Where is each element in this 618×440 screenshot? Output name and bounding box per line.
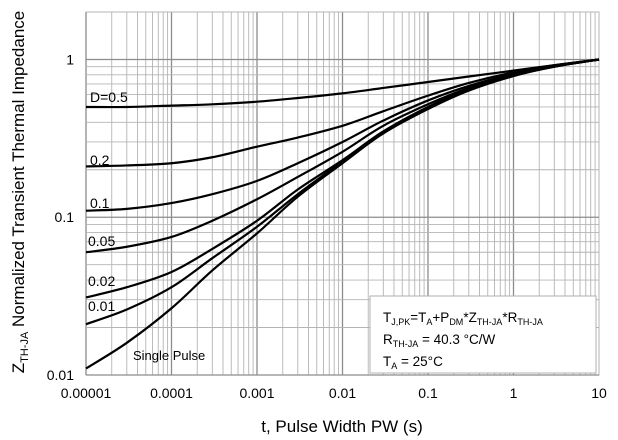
annotation-segment: A <box>426 317 432 327</box>
annotation-segment: +P <box>432 310 449 325</box>
annotation-segment: = 40.3 °C/W <box>418 332 495 347</box>
curves <box>85 58 600 370</box>
annotation-segment: *Z <box>463 310 477 325</box>
series-line <box>85 58 600 168</box>
tick-labels: 0.00001 0.0001 0.001 0.01 0.1 1 10 0.01 0.1 1 <box>47 51 607 401</box>
series-line <box>85 58 600 370</box>
y-axis-label: ZTH-JA Normalized Transient Thermal Impe… <box>9 11 31 374</box>
series-label: 0.1 <box>90 195 110 211</box>
annotation-segment: DM <box>449 317 463 327</box>
annotation-segment: TH-JA <box>393 339 419 349</box>
annotation-segment: *R <box>502 310 517 325</box>
series-label: D=0.5 <box>90 89 128 105</box>
y-tick-label: 0.1 <box>55 209 75 225</box>
annotation-segment: TH-JA <box>477 317 503 327</box>
x-tick-label: 0.01 <box>329 385 356 401</box>
x-tick-label: 1 <box>510 385 518 401</box>
annotation-segment: T <box>383 354 391 369</box>
annotation-segment: J,PK <box>391 317 410 327</box>
series-label: 0.2 <box>90 152 110 168</box>
x-tick-label: 0.0001 <box>150 385 193 401</box>
annotation-frame <box>369 295 597 374</box>
series-label: 0.02 <box>88 273 115 289</box>
annotation-line: TA = 25°C <box>383 354 443 371</box>
series-label: 0.01 <box>88 298 115 314</box>
x-tick-label: 0.00001 <box>61 385 112 401</box>
annotation-segment: TH-JA <box>517 317 543 327</box>
annotation-segment: T <box>383 310 391 325</box>
series-line <box>85 58 600 109</box>
annotation-line: RTH-JA = 40.3 °C/W <box>383 332 496 349</box>
x-tick-label: 0.001 <box>239 385 274 401</box>
annotation-segment: R <box>383 332 393 347</box>
annotation-line: TJ,PK=TA+PDM*ZTH-JA*RTH-JA <box>383 310 543 327</box>
y-tick-label: 0.01 <box>47 367 74 383</box>
x-axis-label: t, Pulse Width PW (s) <box>261 417 423 436</box>
annotation-segment: A <box>391 361 397 371</box>
annotation-segment: =T <box>410 310 426 325</box>
x-tick-label: 0.1 <box>418 385 438 401</box>
x-tick-label: 10 <box>591 385 607 401</box>
series-label: 0.05 <box>88 233 115 249</box>
series-label: Single Pulse <box>133 348 205 363</box>
annotation-segment: = 25°C <box>397 354 443 369</box>
y-tick-label: 1 <box>66 51 74 67</box>
series-labels: D=0.5 0.2 0.1 0.05 0.02 0.01 Single Pulse <box>88 89 205 363</box>
